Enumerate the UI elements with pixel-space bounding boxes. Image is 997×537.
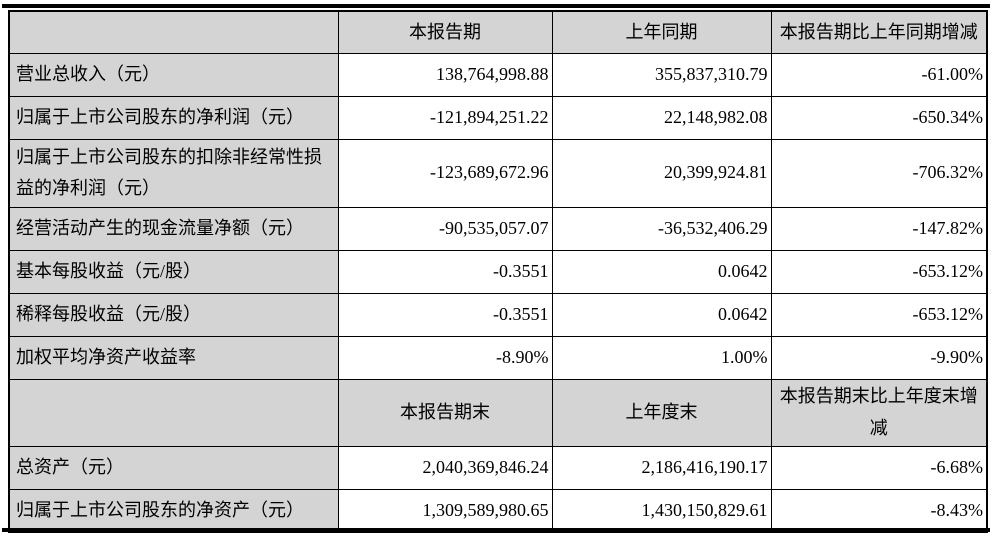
table-row: 稀释每股收益（元/股） -0.3551 0.0642 -653.12%: [8, 292, 988, 337]
top-rule: [2, 4, 990, 8]
header-prior-period: 上年同期: [551, 10, 772, 54]
header-corner: [8, 378, 339, 447]
row-current-value: -0.3551: [337, 249, 553, 294]
row-change-value: -706.32%: [770, 138, 988, 208]
header-corner: [8, 10, 339, 54]
row-label: 归属于上市公司股东的净资产（元）: [8, 488, 339, 533]
row-label: 归属于上市公司股东的净利润（元）: [8, 95, 339, 140]
row-current-value: -90,535,057.07: [337, 206, 553, 251]
table-row: 归属于上市公司股东的净利润（元） -121,894,251.22 22,148,…: [8, 95, 988, 140]
table-row: 经营活动产生的现金流量净额（元） -90,535,057.07 -36,532,…: [8, 206, 988, 251]
row-current-value: 138,764,998.88: [337, 52, 553, 97]
row-prior-value: 355,837,310.79: [551, 52, 772, 97]
row-prior-value: 1,430,150,829.61: [551, 488, 772, 533]
table-row: 总资产（元） 2,040,369,846.24 2,186,416,190.17…: [8, 445, 988, 490]
row-current-value: -123,689,672.96: [337, 138, 553, 208]
row-change-value: -8.43%: [770, 488, 988, 533]
table-row: 营业总收入（元） 138,764,998.88 355,837,310.79 -…: [8, 52, 988, 97]
row-label: 加权平均净资产收益率: [8, 335, 339, 380]
row-label: 营业总收入（元）: [8, 52, 339, 97]
header-prior-year-end: 上年度末: [551, 378, 772, 447]
row-prior-value: 20,399,924.81: [551, 138, 772, 208]
table-row: 归属于上市公司股东的净资产（元） 1,309,589,980.65 1,430,…: [8, 488, 988, 533]
row-change-value: -653.12%: [770, 249, 988, 294]
row-change-value: -147.82%: [770, 206, 988, 251]
row-label: 归属于上市公司股东的扣除非经常性损益的净利润（元）: [8, 138, 339, 208]
header-period-end-change: 本报告期末比上年度末增减: [770, 378, 988, 447]
header-current-period: 本报告期: [337, 10, 553, 54]
table-row: 归属于上市公司股东的扣除非经常性损益的净利润（元） -123,689,672.9…: [8, 138, 988, 208]
row-prior-value: 2,186,416,190.17: [551, 445, 772, 490]
row-change-value: -9.90%: [770, 335, 988, 380]
row-prior-value: 1.00%: [551, 335, 772, 380]
row-change-value: -653.12%: [770, 292, 988, 337]
financial-summary-table: 本报告期 上年同期 本报告期比上年同期增减 营业总收入（元） 138,764,9…: [8, 10, 988, 533]
row-change-value: -61.00%: [770, 52, 988, 97]
row-label: 总资产（元）: [8, 445, 339, 490]
row-current-value: -121,894,251.22: [337, 95, 553, 140]
header-period-change: 本报告期比上年同期增减: [770, 10, 988, 54]
row-current-value: -0.3551: [337, 292, 553, 337]
row-prior-value: 22,148,982.08: [551, 95, 772, 140]
row-change-value: -650.34%: [770, 95, 988, 140]
row-label: 稀释每股收益（元/股）: [8, 292, 339, 337]
header-row-period: 本报告期 上年同期 本报告期比上年同期增减: [8, 10, 988, 54]
header-row-period-end: 本报告期末 上年度末 本报告期末比上年度末增减: [8, 378, 988, 447]
row-label: 基本每股收益（元/股）: [8, 249, 339, 294]
row-current-value: 1,309,589,980.65: [337, 488, 553, 533]
bottom-rule: [2, 528, 990, 532]
row-prior-value: 0.0642: [551, 249, 772, 294]
row-prior-value: -36,532,406.29: [551, 206, 772, 251]
row-change-value: -6.68%: [770, 445, 988, 490]
row-prior-value: 0.0642: [551, 292, 772, 337]
row-current-value: 2,040,369,846.24: [337, 445, 553, 490]
row-label: 经营活动产生的现金流量净额（元）: [8, 206, 339, 251]
table-row: 基本每股收益（元/股） -0.3551 0.0642 -653.12%: [8, 249, 988, 294]
row-current-value: -8.90%: [337, 335, 553, 380]
header-current-period-end: 本报告期末: [337, 378, 553, 447]
table-row: 加权平均净资产收益率 -8.90% 1.00% -9.90%: [8, 335, 988, 380]
